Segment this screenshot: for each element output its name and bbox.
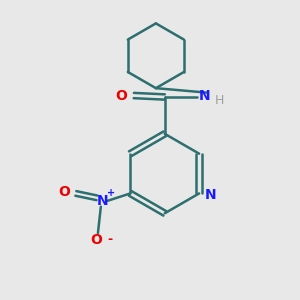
- Text: N: N: [199, 88, 210, 103]
- Text: N: N: [97, 194, 108, 208]
- Text: -: -: [107, 233, 112, 246]
- Text: N: N: [204, 188, 216, 202]
- Text: H: H: [215, 94, 224, 107]
- Text: O: O: [116, 88, 127, 103]
- Text: O: O: [91, 233, 102, 247]
- Text: O: O: [58, 185, 70, 199]
- Text: +: +: [106, 188, 115, 197]
